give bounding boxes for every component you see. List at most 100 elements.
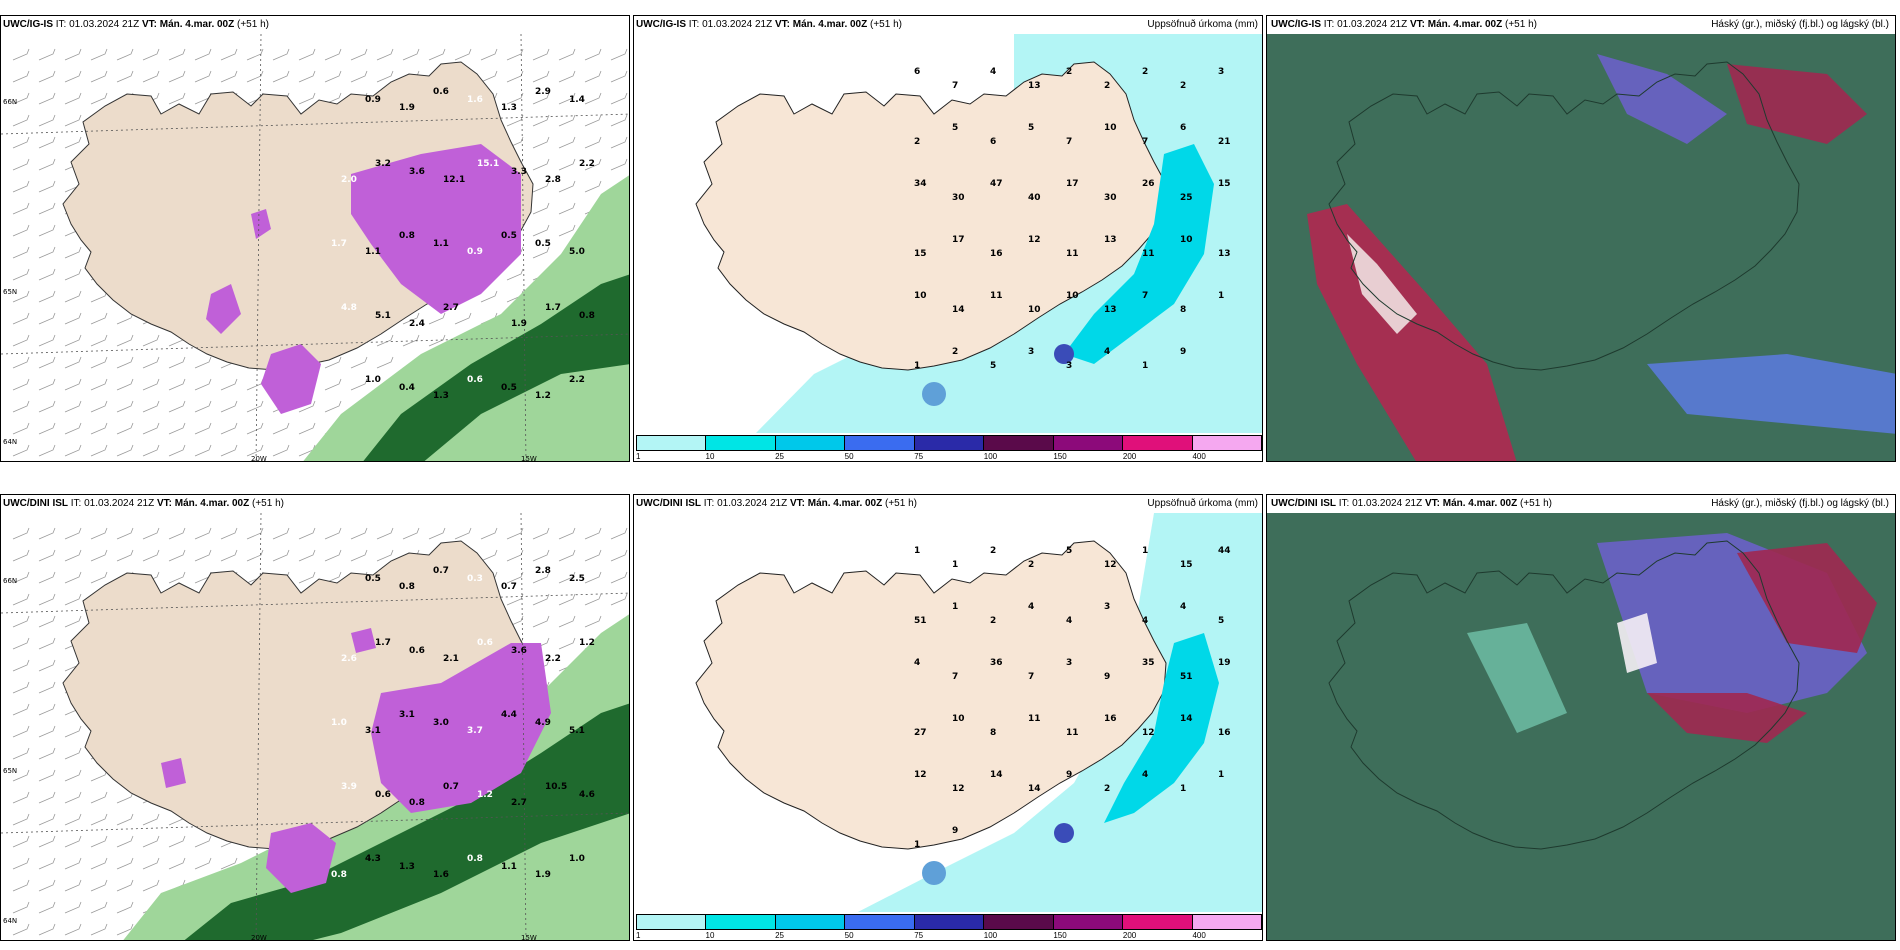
wind-barb xyxy=(272,70,290,83)
wind-barb xyxy=(142,444,160,457)
cloud-area xyxy=(1467,623,1567,733)
wind-barb xyxy=(38,114,56,127)
colorbar: 1 10 25 50 75 100 150 200 400 xyxy=(634,912,1262,940)
wind-barb xyxy=(558,48,576,61)
init-time: IT: 01.03.2024 21Z xyxy=(703,498,788,509)
lead-time: (+51 h) xyxy=(252,498,284,509)
cloud-area xyxy=(1347,234,1417,334)
valid-time: Mán. 4.mar. 00Z xyxy=(1427,19,1503,30)
accum-value-label: 1 xyxy=(914,361,920,371)
wind-barb xyxy=(584,114,602,127)
wind-barb xyxy=(194,400,212,413)
wind-barb xyxy=(142,356,160,369)
accum-value-label: 14 xyxy=(1180,714,1193,724)
wind-barb xyxy=(116,549,134,562)
accum-value-label: 13 xyxy=(1028,81,1041,91)
precip-value-label: 2.8 xyxy=(545,175,561,185)
wind-barb xyxy=(38,356,56,369)
wind-barb xyxy=(610,593,628,606)
accum-value-label: 44 xyxy=(1218,546,1231,556)
wind-barb xyxy=(12,224,30,237)
accum-value-label: 2 xyxy=(1066,67,1072,77)
wind-barb xyxy=(168,422,186,435)
accum-value-label: 6 xyxy=(1180,123,1186,133)
wind-barb xyxy=(558,92,576,105)
accum-value-label: 51 xyxy=(914,616,927,626)
wind-barb xyxy=(12,202,30,215)
valid-time-label: VT: xyxy=(789,498,805,509)
precip-value-label: 1.0 xyxy=(365,375,381,385)
wind-barb xyxy=(220,378,238,391)
precip-value-label: 0.7 xyxy=(433,566,449,576)
wind-barb xyxy=(116,378,134,391)
colorbar-cell xyxy=(775,436,846,450)
precip-value-label: 2.9 xyxy=(535,87,551,97)
wind-barb xyxy=(12,659,30,672)
precip-value-label: 0.6 xyxy=(433,87,449,97)
precip-value-label: 3.1 xyxy=(399,710,415,720)
accum-value-label: 5 xyxy=(1218,616,1224,626)
wind-barb xyxy=(64,571,82,584)
colorbar-cell xyxy=(637,436,707,450)
graticule-line xyxy=(1,592,629,614)
wind-barb xyxy=(64,835,82,848)
wind-barb xyxy=(116,527,134,540)
accum-value-label: 40 xyxy=(1028,193,1041,203)
colorbar-cell xyxy=(706,915,776,929)
wind-barb xyxy=(90,879,108,892)
wind-barb xyxy=(558,549,576,562)
precip-area-snow xyxy=(266,823,336,893)
accum-value-label: 11 xyxy=(1066,249,1079,259)
precip-value-label: 0.6 xyxy=(409,646,425,656)
panel-field-title: Uppsöfnuð úrkoma (mm) xyxy=(1147,19,1258,30)
precip-value-label: 0.9 xyxy=(467,247,483,257)
wind-barb xyxy=(116,48,134,61)
precip-value-label: 4.3 xyxy=(365,854,381,864)
wind-barb xyxy=(324,378,342,391)
wind-barb xyxy=(194,378,212,391)
wind-barb xyxy=(38,725,56,738)
accum-value-label: 47 xyxy=(990,179,1003,189)
precip-value-label: 0.8 xyxy=(399,231,415,241)
init-time: IT: 01.03.2024 21Z xyxy=(1323,19,1408,30)
precip-value-label: 1.2 xyxy=(579,638,595,648)
accum-value-label: 51 xyxy=(1180,672,1193,682)
accum-value-label: 12 xyxy=(952,784,965,794)
wind-barb xyxy=(12,725,30,738)
wind-barb xyxy=(454,312,472,325)
precip-value-label: 10.5 xyxy=(545,782,567,792)
wind-barb xyxy=(558,615,576,628)
accum-value-label: 1 xyxy=(1218,291,1224,301)
accum-value-label: 2 xyxy=(1104,784,1110,794)
wind-barb xyxy=(246,444,264,457)
precip-value-label: 1.7 xyxy=(375,638,391,648)
wind-barb xyxy=(38,923,56,936)
precip-value-label: 1.3 xyxy=(501,103,517,113)
precip-area-snow xyxy=(206,284,241,334)
wind-barb xyxy=(532,615,550,628)
wind-barb xyxy=(12,593,30,606)
iceland-landmass xyxy=(1328,61,1800,371)
wind-barb xyxy=(532,571,550,584)
wind-barb xyxy=(38,879,56,892)
precip-value-label: 0.5 xyxy=(501,231,517,241)
map-clouds xyxy=(1267,513,1895,940)
precip-value-label: 0.9 xyxy=(365,95,381,105)
precip-value-label: 1.0 xyxy=(569,854,585,864)
accum-value-label: 16 xyxy=(1218,728,1231,738)
accum-value-label: 17 xyxy=(952,235,965,245)
precip-value-label: 2.0 xyxy=(341,175,357,185)
cloud-area xyxy=(1597,54,1727,144)
iceland-landmass xyxy=(1328,540,1800,850)
model-name: UWC/IG-IS xyxy=(1271,19,1321,30)
init-time: IT: 01.03.2024 21Z xyxy=(55,19,140,30)
wind-barb xyxy=(480,290,498,303)
wind-barb xyxy=(90,400,108,413)
wind-barb xyxy=(38,400,56,413)
graticule-line xyxy=(520,513,527,940)
colorbar-cells xyxy=(636,435,1262,451)
precip-value-label: 0.1 xyxy=(331,87,347,97)
wind-barb xyxy=(220,70,238,83)
wind-barb xyxy=(12,70,30,83)
wind-barb xyxy=(168,549,186,562)
